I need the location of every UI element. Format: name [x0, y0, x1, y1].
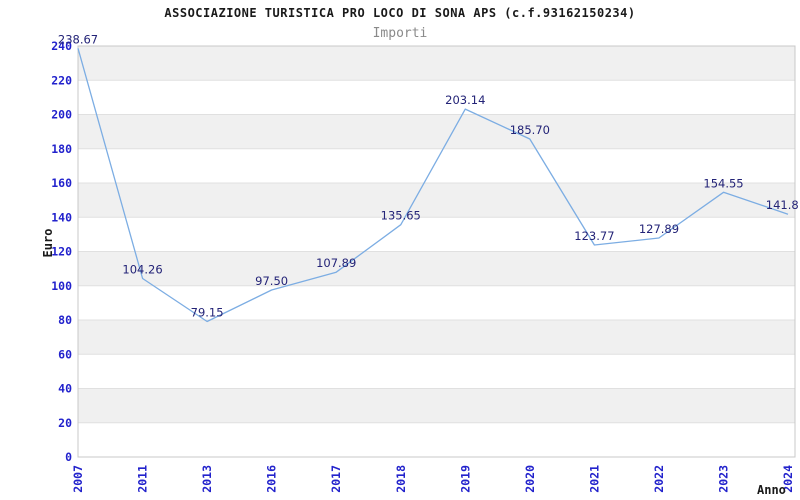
y-tick-label: 220 [51, 73, 72, 87]
x-tick-label: 2020 [523, 465, 537, 493]
x-tick-label: 2021 [587, 465, 601, 493]
data-point-label: 123.77 [574, 229, 614, 243]
data-point-label: 185.70 [510, 123, 550, 137]
y-tick-label: 240 [51, 39, 72, 53]
y-tick-label: 160 [51, 176, 72, 190]
chart-subtitle: Importi [372, 26, 428, 41]
x-tick-label: 2023 [717, 465, 731, 493]
data-point-label: 238.67 [58, 32, 98, 46]
y-tick-label: 0 [65, 450, 72, 464]
x-tick-label: 2022 [652, 465, 666, 493]
plot-band [78, 183, 795, 218]
x-tick-label: 2016 [265, 465, 279, 493]
data-point-label: 104.26 [122, 262, 162, 276]
x-tick-label: 2007 [71, 465, 85, 493]
y-tick-label: 180 [51, 142, 72, 156]
y-tick-label: 140 [51, 210, 72, 224]
series-line [77, 48, 789, 323]
data-point-label: 141.8 [766, 198, 799, 212]
plot-band [78, 320, 795, 355]
data-point-label: 203.14 [445, 93, 485, 107]
data-point-label: 79.15 [191, 305, 224, 319]
chart-title: ASSOCIAZIONE TURISTICA PRO LOCO DI SONA … [164, 6, 636, 20]
plot-band [78, 46, 795, 81]
y-tick-label: 100 [51, 279, 72, 293]
x-tick-label: 2024 [781, 465, 795, 493]
data-point-label: 107.89 [316, 256, 356, 270]
plot-border [77, 45, 796, 458]
y-tick-label: 60 [58, 347, 72, 361]
y-tick-label: 80 [58, 313, 72, 327]
data-point-label: 97.50 [255, 274, 288, 288]
data-point-label: 135.65 [381, 209, 421, 223]
x-axis-title: Anno [757, 483, 786, 497]
y-tick-label: 200 [51, 108, 72, 122]
x-tick-label: 2013 [200, 465, 214, 493]
y-tick-label: 20 [58, 416, 72, 430]
data-point-label: 154.55 [703, 176, 743, 190]
plot-band [78, 388, 795, 423]
plot-band [78, 251, 795, 286]
x-tick-label: 2011 [136, 465, 150, 493]
y-tick-label: 120 [51, 245, 72, 259]
plot-band [78, 114, 795, 149]
x-tick-label: 2018 [394, 465, 408, 493]
x-tick-label: 2019 [458, 465, 472, 493]
x-tick-label: 2017 [329, 465, 343, 493]
y-tick-label: 40 [58, 382, 72, 396]
data-point-label: 127.89 [639, 222, 679, 236]
